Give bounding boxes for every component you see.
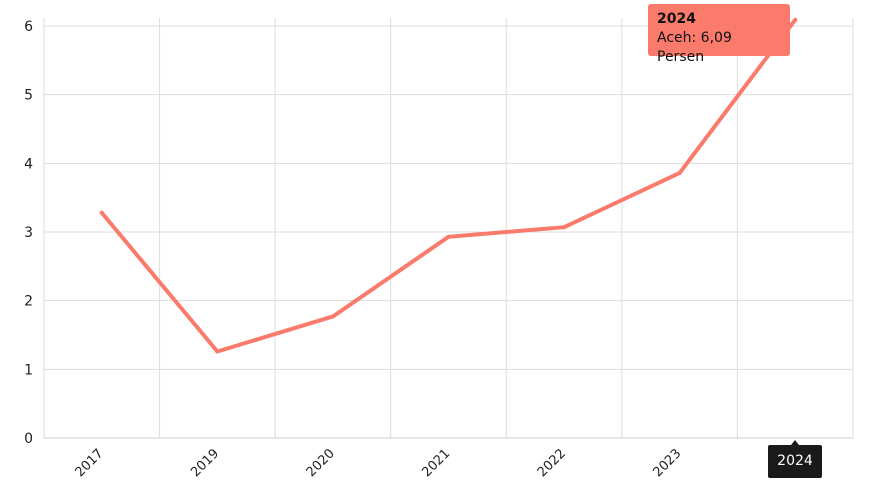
x-tick-label: 2019 [188,446,222,480]
grid-lines [43,18,854,439]
x-tick-label: 2017 [73,446,107,480]
y-axis-ticks: 0 1 2 3 4 5 6 [24,19,33,447]
data-point [446,234,451,239]
data-point [215,349,220,354]
x-tick-label: 2022 [535,446,569,480]
y-tick-label: 5 [24,88,33,104]
y-tick-label: 3 [24,225,33,241]
x-tick-label: 2021 [419,446,453,480]
series-line [99,17,798,354]
data-point [793,17,798,22]
y-tick-label: 4 [24,156,33,172]
data-point [562,225,567,230]
data-point [677,170,682,175]
y-tick-label: 0 [24,431,33,447]
x-axis-crosshair-label: 2024 [768,440,822,478]
x-tick-label: 2023 [650,446,684,480]
y-tick-label: 2 [24,294,33,310]
x-tick-label: 2020 [304,446,338,480]
data-point [330,314,335,319]
data-point [99,210,104,215]
y-tick-label: 6 [24,19,33,35]
tooltip-title: 2024 [657,11,696,27]
tooltip: 2024 Aceh: 6,09 Persen [648,4,790,65]
series-layer [99,17,798,354]
y-tick-label: 1 [24,362,33,378]
tooltip-value: Aceh: 6,09 Persen [657,30,732,65]
